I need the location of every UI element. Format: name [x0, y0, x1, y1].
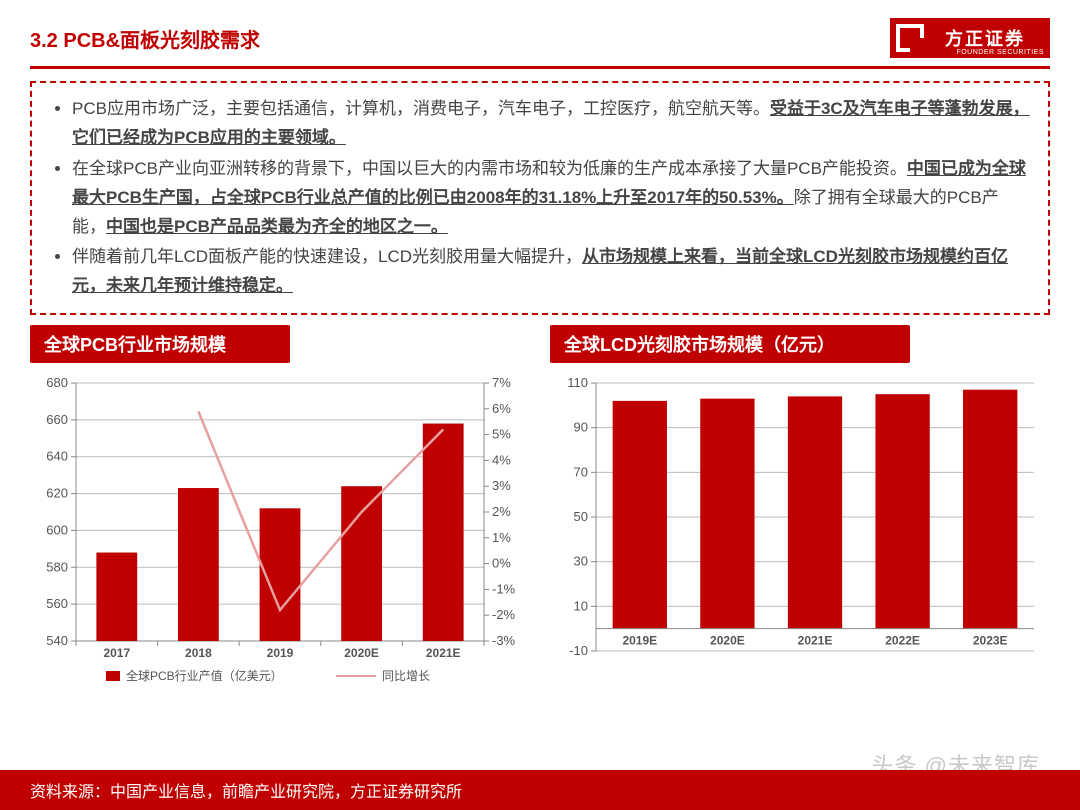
svg-text:全球PCB行业产值（亿美元）: 全球PCB行业产值（亿美元） — [126, 668, 283, 683]
svg-text:110: 110 — [567, 375, 588, 390]
chart-lcd-svg: -10 10 30 50 70 90 110 2019E 2020E 2021E 2022E 2023… — [550, 363, 1050, 693]
svg-text:2017: 2017 — [103, 646, 130, 660]
svg-text:-1%: -1% — [492, 582, 516, 597]
summary-callout: PCB应用市场广泛，主要包括通信，计算机，消费电子，汽车电子，工控医疗，航空航天… — [30, 81, 1050, 315]
svg-text:4%: 4% — [492, 453, 511, 468]
svg-text:640: 640 — [46, 449, 68, 464]
charts-row: 全球PCB行业市场规模 540 560 580 600 620 640 660 680 -3% -… — [0, 325, 1080, 693]
svg-text:540: 540 — [46, 633, 68, 648]
bullet-2-emph2: 中国也是PCB产品品类最为齐全的地区之一。 — [106, 217, 448, 236]
svg-text:2022E: 2022E — [885, 634, 920, 648]
chart-lcd-title: 全球LCD光刻胶市场规模（亿元） — [550, 325, 910, 363]
svg-text:70: 70 — [574, 465, 588, 480]
svg-text:6%: 6% — [492, 401, 511, 416]
bullet-2-text: 在全球PCB产业向亚洲转移的背景下，中国以巨大的内需市场和较为低廉的生产成本承接… — [72, 159, 907, 178]
header: 3.2 PCB&面板光刻胶需求 方正证券 FOUNDER SECURITIES — [0, 0, 1080, 66]
logo-mark-icon — [896, 24, 924, 52]
svg-text:580: 580 — [46, 560, 68, 575]
svg-text:0%: 0% — [492, 556, 511, 571]
bullet-3-text: 伴随着前几年LCD面板产能的快速建设，LCD光刻胶用量大幅提升， — [72, 247, 582, 266]
svg-text:7%: 7% — [492, 375, 511, 390]
svg-text:-2%: -2% — [492, 607, 516, 622]
svg-text:2021E: 2021E — [426, 646, 461, 660]
svg-text:2%: 2% — [492, 504, 511, 519]
logo-text: 方正证券 — [945, 25, 1025, 51]
chart-pcb-title: 全球PCB行业市场规模 — [30, 325, 290, 363]
svg-text:5%: 5% — [492, 427, 511, 442]
bullet-1-text: PCB应用市场广泛，主要包括通信，计算机，消费电子，汽车电子，工控医疗，航空航天… — [72, 99, 770, 118]
svg-text:680: 680 — [46, 375, 68, 390]
svg-text:600: 600 — [46, 523, 68, 538]
section-title: 3.2 PCB&面板光刻胶需求 — [30, 24, 260, 53]
svg-text:560: 560 — [46, 596, 68, 611]
svg-text:2023E: 2023E — [973, 634, 1008, 648]
svg-text:3%: 3% — [492, 478, 511, 493]
chart-pcb-area: 540 560 580 600 620 640 660 680 -3% -2% -1% 0% 1% 2% 3… — [30, 363, 530, 693]
svg-text:50: 50 — [574, 509, 588, 524]
chart-lcd-block: 全球LCD光刻胶市场规模（亿元） -10 10 30 50 70 90 110 2019E 20… — [550, 325, 1050, 693]
chart-lcd-area: -10 10 30 50 70 90 110 2019E 2020E 2021E 2022E 2023… — [550, 363, 1050, 693]
svg-text:90: 90 — [574, 420, 588, 435]
svg-text:10: 10 — [574, 599, 588, 614]
svg-text:2021E: 2021E — [798, 634, 833, 648]
svg-text:同比增长: 同比增长 — [382, 669, 430, 683]
bullet-2: 在全球PCB产业向亚洲转移的背景下，中国以巨大的内需市场和较为低廉的生产成本承接… — [72, 155, 1030, 242]
logo-subtext: FOUNDER SECURITIES — [956, 49, 1044, 56]
svg-text:660: 660 — [46, 412, 68, 427]
footer-source: 资料来源：中国产业信息，前瞻产业研究院，方正证券研究所 — [0, 770, 1080, 810]
svg-text:2019: 2019 — [267, 646, 294, 660]
svg-text:30: 30 — [574, 554, 588, 569]
header-divider — [30, 66, 1050, 69]
svg-text:2018: 2018 — [185, 646, 212, 660]
svg-text:2020E: 2020E — [710, 634, 745, 648]
bullet-3: 伴随着前几年LCD面板产能的快速建设，LCD光刻胶用量大幅提升，从市场规模上来看… — [72, 243, 1030, 301]
bullet-1: PCB应用市场广泛，主要包括通信，计算机，消费电子，汽车电子，工控医疗，航空航天… — [72, 95, 1030, 153]
svg-text:2019E: 2019E — [622, 634, 657, 648]
brand-logo: 方正证券 FOUNDER SECURITIES — [890, 18, 1050, 58]
chart-pcb-block: 全球PCB行业市场规模 540 560 580 600 620 640 660 680 -3% -… — [30, 325, 530, 693]
svg-text:-10: -10 — [569, 643, 588, 658]
svg-text:1%: 1% — [492, 530, 511, 545]
svg-text:620: 620 — [46, 486, 68, 501]
chart-pcb-svg: 540 560 580 600 620 640 660 680 -3% -2% -1% 0% 1% 2% 3… — [30, 363, 530, 693]
svg-text:2020E: 2020E — [344, 646, 379, 660]
svg-text:-3%: -3% — [492, 633, 516, 648]
